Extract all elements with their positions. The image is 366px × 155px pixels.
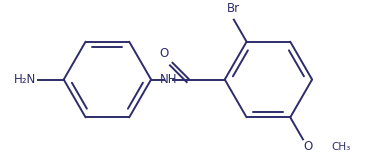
Text: H₂N: H₂N	[14, 73, 37, 86]
Text: CH₃: CH₃	[331, 142, 350, 152]
Text: NH: NH	[160, 73, 177, 86]
Text: O: O	[160, 47, 169, 60]
Text: Br: Br	[227, 2, 239, 15]
Text: O: O	[303, 140, 313, 153]
